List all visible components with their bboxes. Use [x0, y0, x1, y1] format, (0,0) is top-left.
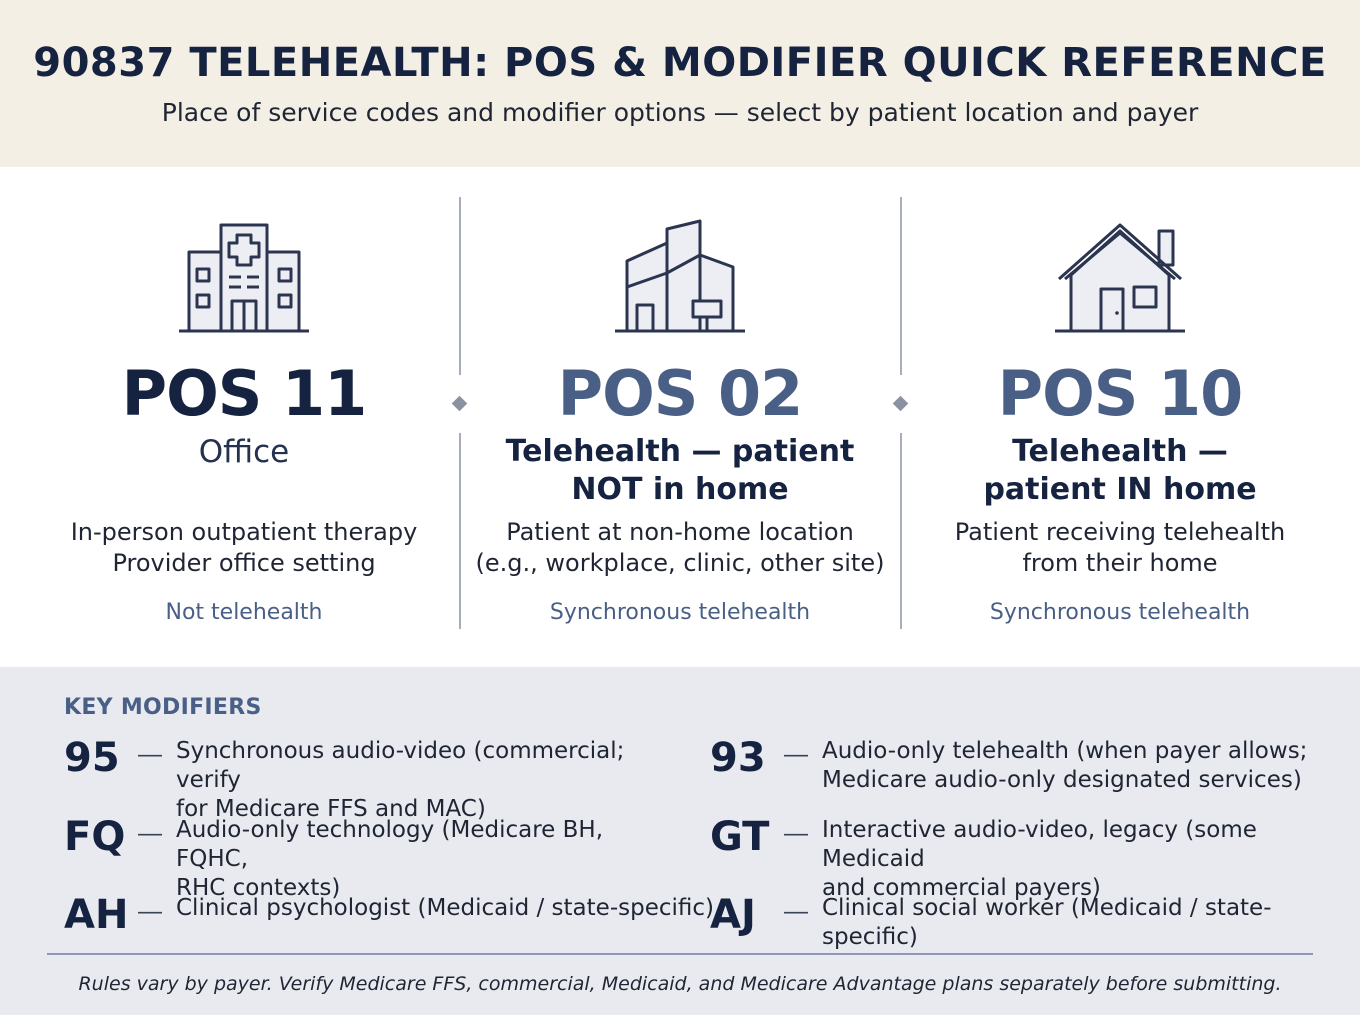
column-divider: [900, 433, 902, 629]
pos-code: POS 10: [997, 357, 1244, 430]
pos-note: Synchronous telehealth: [549, 600, 811, 625]
pos-code: POS 02: [557, 357, 804, 430]
modifier-dash: —: [784, 741, 808, 768]
modifier-description: Synchronous audio-video (commercial; ver…: [176, 737, 676, 824]
modifier-code: FQ: [64, 814, 126, 860]
pos-note: Not telehealth: [165, 600, 323, 625]
office-building-icon: [615, 219, 745, 333]
pos-description-line: Patient at non-home location: [506, 518, 854, 546]
pos-description-line: In-person outpatient therapy: [70, 518, 418, 546]
modifier-description-line: Audio-only technology (Medicare BH, FQHC…: [176, 817, 604, 872]
modifier-description-line: RHC contexts): [176, 875, 341, 901]
modifier-code: 93: [710, 735, 766, 781]
modifier-description: Clinical social worker (Medicaid / state…: [822, 894, 1360, 952]
pos-10-column: POS 10 Telehealth — patient IN home Pati…: [900, 167, 1340, 667]
pos-description: In-person outpatient therapy Provider of…: [24, 517, 464, 579]
modifier-description: Audio-only telehealth (when payer allows…: [822, 737, 1322, 795]
pos-description-line: from their home: [1022, 549, 1218, 577]
modifier-description-line: Clinical psychologist (Medicaid / state-…: [176, 895, 714, 921]
pos-11-column: POS 11 Office In-person outpatient thera…: [24, 167, 464, 667]
column-divider: [900, 197, 902, 375]
hospital-icon: [179, 223, 309, 333]
modifier-description-line: Synchronous audio-video (commercial; ver…: [176, 738, 625, 793]
modifier-dash: —: [784, 820, 808, 847]
pos-name-line: patient IN home: [983, 472, 1257, 507]
column-divider: [459, 197, 461, 375]
page-subtitle: Place of service codes and modifier opti…: [161, 98, 1199, 127]
pos-description: Patient at non-home location (e.g., work…: [460, 517, 900, 579]
footer-disclaimer: Rules vary by payer. Verify Medicare FFS…: [78, 973, 1282, 995]
pos-name-line: Telehealth — patient: [505, 434, 855, 469]
house-icon: [1055, 223, 1185, 333]
modifier-description: Interactive audio-video, legacy (some Me…: [822, 816, 1360, 903]
modifier-description-line: Medicare audio-only designated services): [822, 767, 1302, 793]
modifier-description-line: Clinical social worker (Medicaid / state…: [822, 895, 1272, 950]
modifier-description-line: for Medicare FFS and MAC): [176, 796, 486, 822]
footer-divider: [47, 953, 1313, 955]
column-divider: [459, 433, 461, 629]
modifier-dash: —: [138, 741, 162, 768]
modifiers-heading: KEY MODIFIERS: [64, 695, 262, 720]
modifier-description-line: and commercial payers): [822, 875, 1101, 901]
pos-name-line: Office: [198, 434, 290, 470]
pos-name-line: NOT in home: [571, 472, 789, 507]
pos-name-line: Telehealth —: [1012, 434, 1228, 469]
pos-description-line: Patient receiving telehealth: [954, 518, 1286, 546]
pos-description: Patient receiving telehealth from their …: [900, 517, 1340, 579]
modifier-description: Audio-only technology (Medicare BH, FQHC…: [176, 816, 676, 903]
modifier-dash: —: [138, 820, 162, 847]
modifier-dash: —: [784, 898, 808, 925]
pos-name: Telehealth — patient NOT in home: [460, 433, 900, 509]
header-banner: 90837 TELEHEALTH: POS & MODIFIER QUICK R…: [0, 0, 1360, 167]
modifier-description-line: Audio-only telehealth (when payer allows…: [822, 738, 1308, 764]
modifier-code: 95: [64, 735, 120, 781]
modifiers-panel: KEY MODIFIERS 95 — Synchronous audio-vid…: [0, 667, 1360, 1015]
modifier-code: AJ: [710, 892, 756, 938]
pos-description-line: Provider office setting: [112, 549, 376, 577]
modifier-code: AH: [64, 892, 129, 938]
pos-02-column: POS 02 Telehealth — patient NOT in home …: [460, 167, 900, 667]
pos-description-line: (e.g., workplace, clinic, other site): [475, 549, 885, 577]
pos-name: Office: [24, 433, 464, 471]
pos-code: POS 11: [121, 357, 368, 430]
page-title: 90837 TELEHEALTH: POS & MODIFIER QUICK R…: [33, 40, 1327, 86]
pos-note: Synchronous telehealth: [989, 600, 1251, 625]
modifier-code: GT: [710, 814, 770, 860]
modifier-description-line: Interactive audio-video, legacy (some Me…: [822, 817, 1257, 872]
pos-columns: POS 11 Office In-person outpatient thera…: [0, 167, 1360, 667]
pos-name: Telehealth — patient IN home: [900, 433, 1340, 509]
modifier-description: Clinical psychologist (Medicaid / state-…: [176, 894, 716, 923]
modifier-dash: —: [138, 898, 162, 925]
